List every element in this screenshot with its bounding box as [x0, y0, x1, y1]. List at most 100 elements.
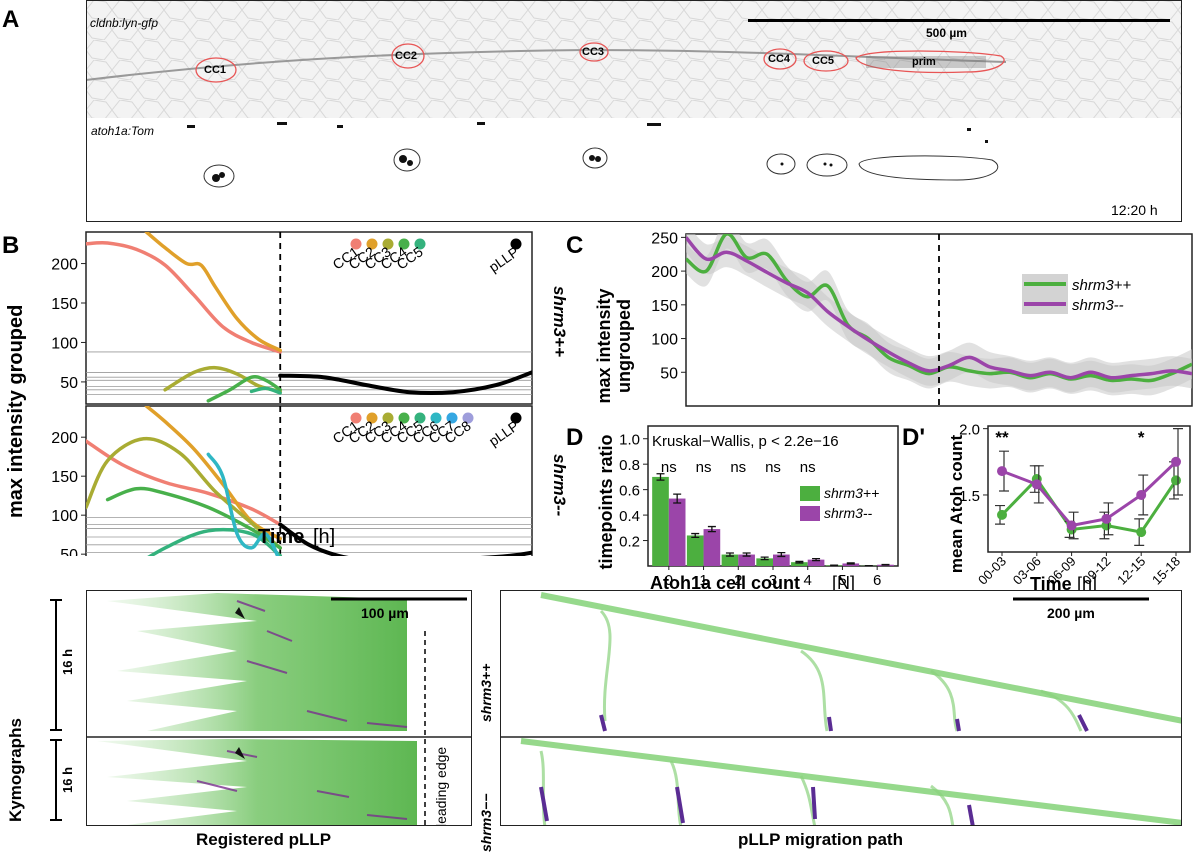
y-tick-label: 100 — [651, 332, 678, 349]
legend-dot-cc1 — [350, 238, 362, 250]
y-tick-label: 100 — [51, 508, 78, 525]
kymograph-migration-path: 200 µm — [500, 590, 1182, 826]
series-line-cc1 — [86, 439, 282, 527]
error-bar — [742, 552, 751, 557]
data-point — [1066, 520, 1077, 531]
y-tick-label: 250 — [651, 230, 678, 247]
panel-letter-dp: D' — [902, 424, 926, 451]
kymographs-label: Kymographs — [6, 718, 25, 822]
x-tick-label: 6 — [873, 572, 881, 589]
y-tick-label: 0.8 — [619, 457, 640, 474]
panel-b-genotype-bottom: shrm3-- — [550, 454, 566, 517]
y-tick-label: 200 — [651, 264, 678, 281]
panel-d-chart: 0 1 2 3 4 5 6 0.2 0.4 0.6 0.8 1.0 Kruskal−Wallis, p … — [596, 425, 899, 593]
y-tick-label: 100 — [51, 335, 78, 352]
kymo-left-scale-label: 100 µm — [361, 605, 409, 621]
panel-letter-d: D — [566, 424, 584, 451]
legend-label: shrm3++ — [824, 485, 879, 501]
organ-label-cc2: CC2 — [395, 50, 418, 62]
bar-wt — [686, 535, 704, 566]
panel-dp-plot: 1.52.000-03 03-06 06-09 09-12 12-15 15-18** * — [959, 422, 1191, 588]
organ-label-cc1: CC1 — [204, 64, 227, 76]
channel-label-gfp: cldnb:lyn-gfp — [90, 16, 159, 30]
panel-a-gfp-image: cldnb:lyn-gfp 500 µm CC1 CC2 CC3 CC4 CC5… — [86, 0, 1182, 118]
error-bar — [881, 563, 890, 566]
panel-dp-xunit: [h] — [1077, 574, 1097, 594]
error-bar — [795, 560, 804, 564]
kymo-left-caption: Registered pLLP — [196, 830, 332, 849]
y-tick-label: 1.0 — [619, 432, 640, 449]
legend-dot-cc7 — [446, 412, 458, 424]
y-tick-label: 1.5 — [959, 488, 980, 505]
series-line-cc5 — [147, 527, 282, 556]
panel-dp-chart: 1.52.000-03 03-06 06-09 09-12 12-15 15-18** * … — [947, 422, 1191, 594]
legend-dot-cc8 — [462, 412, 474, 424]
legend-dot-cc1 — [350, 412, 362, 424]
y-tick-label: 150 — [651, 298, 678, 315]
series-line-cc4 — [206, 374, 282, 403]
bar-wt — [756, 558, 773, 566]
data-point — [1171, 456, 1181, 467]
x-tick-label: 1 — [699, 572, 707, 589]
panel-a-frame — [86, 0, 1182, 222]
panel-c-ylabel-line2: ungrouped — [614, 299, 634, 393]
legend-label: shrm3-- — [1072, 297, 1124, 314]
x-tick-label: 2 — [734, 572, 742, 589]
data-point — [1136, 527, 1147, 538]
y-tick-label: 150 — [51, 469, 78, 486]
x-tick-label: 5 — [838, 572, 846, 589]
channel-label-atoh: atoh1a:Tom — [91, 124, 154, 138]
panel-b-bottom-plot: 50100150200−12−8−40481216CC1CC2CC3CC4CC5… — [51, 405, 533, 556]
panel-letter-c: C — [566, 232, 584, 259]
series-line-cc3 — [86, 436, 282, 550]
y-tick-label: 50 — [60, 375, 78, 392]
kymograph-registered: 100 µm leading edge — [86, 590, 472, 826]
legend-dot-cc6 — [430, 412, 442, 424]
legend-swatch — [800, 506, 820, 521]
kymo-geno-bottom: shrm3−− — [478, 793, 494, 852]
legend-dot-cc2 — [366, 412, 378, 424]
kymo-right-scale-label: 200 µm — [1047, 605, 1095, 621]
time-bracket-bottom-label: 16 h — [60, 767, 75, 793]
ns-label: ns — [800, 459, 816, 476]
y-tick-label: 50 — [660, 365, 678, 382]
x-tick-label: 15-18 — [1149, 554, 1183, 588]
series-line-cc1 — [86, 240, 282, 354]
data-point — [997, 509, 1007, 520]
panel-d-plot: 0 1 2 3 4 5 6 0.2 0.4 0.6 0.8 1.0 Kruskal−Wallis, p … — [619, 425, 899, 589]
panel-b-xunit: [h] — [313, 526, 335, 548]
panel-dp-ylabel: mean Atoh count — [947, 435, 966, 574]
legend-swatch — [800, 486, 820, 501]
panel-c-plot: 50 100 150 200 250 shrm3++ shrm3-- — [651, 230, 1193, 407]
organ-label-prim: prim — [912, 56, 936, 68]
bar-mut — [668, 498, 686, 566]
y-tick-label: 0.6 — [619, 483, 640, 500]
panel-c-chart: 50 100 150 200 250 shrm3++ shrm3-- max intensi… — [594, 230, 1193, 407]
legend-label: shrm3++ — [1072, 277, 1131, 294]
panel-b-genotype-top: shrm3++ — [550, 286, 566, 357]
bar-wt — [652, 476, 669, 566]
stat-label: Kruskal−Wallis, p < 2.2e−16 — [652, 433, 839, 450]
data-point — [1136, 489, 1147, 500]
error-bar — [830, 564, 839, 567]
x-tick-label: 3 — [769, 572, 777, 589]
error-bar — [691, 532, 700, 539]
data-point — [1031, 479, 1042, 490]
error-bar — [707, 525, 716, 533]
bar-mut — [773, 554, 790, 566]
y-tick-label: 2.0 — [959, 422, 980, 439]
leading-edge-label: leading edge — [433, 746, 449, 826]
ns-label: ns — [765, 459, 781, 476]
legend-dot-cc2 — [366, 238, 378, 250]
kymo-right-caption: pLLP migration path — [738, 830, 903, 849]
panel-a-atoh-image: atoh1a:Tom 12:20 h — [86, 118, 1182, 222]
panel-letter-a: A — [2, 6, 20, 33]
error-bar — [777, 551, 786, 558]
y-tick-label: 150 — [51, 296, 78, 313]
panel-b-ylabel: max intensity grouped — [5, 305, 27, 518]
ns-label: ns — [730, 459, 746, 476]
kymo-geno-top: shrm3++ — [478, 663, 494, 722]
panel-letter-b: B — [2, 232, 20, 259]
ns-label: ns — [661, 459, 677, 476]
series-line-wt — [1000, 476, 1178, 534]
